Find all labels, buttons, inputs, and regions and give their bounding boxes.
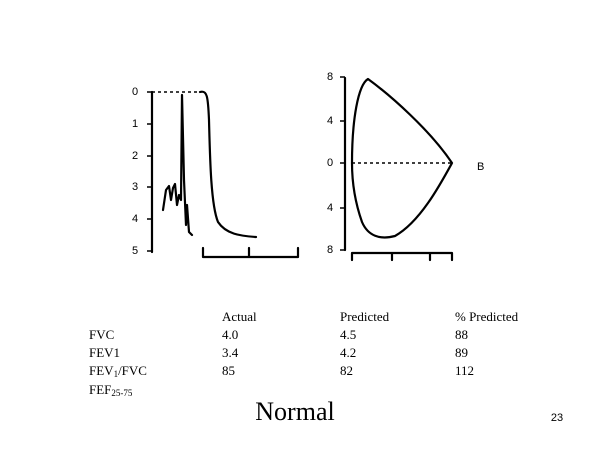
row-label-text: FEV1 — [89, 345, 120, 360]
row-label-text: FEV — [89, 363, 114, 378]
cell: 88 — [455, 327, 468, 342]
row-label-text: FEF — [89, 382, 111, 397]
column-header: Predicted — [340, 309, 390, 324]
y-tick-label: 0 — [132, 86, 138, 98]
curve — [198, 90, 258, 239]
row-label: FEF25-75 — [89, 382, 133, 398]
y-tick-label: 2 — [132, 150, 138, 162]
y-tick-label: 4 — [327, 202, 333, 214]
spirogram — [150, 90, 300, 259]
row-label: FEV1/FVC — [89, 363, 147, 379]
cell: 3.4 — [222, 345, 239, 360]
row-label: FVC — [89, 327, 114, 342]
loop-label: B — [477, 161, 484, 173]
page-number: 23 — [551, 412, 563, 424]
y-tick-label: 4 — [327, 115, 333, 127]
row-label-text: FVC — [89, 327, 114, 342]
loop — [350, 77, 454, 239]
cell: 89 — [455, 345, 468, 360]
y-tick-label: 5 — [132, 245, 138, 257]
cell: 4.5 — [340, 327, 356, 342]
row-label-subscript: 1 — [114, 369, 119, 379]
column-header: Actual — [222, 309, 257, 324]
cell: 85 — [222, 363, 235, 378]
y-tick-label: 8 — [327, 244, 333, 256]
y-tick-label: 8 — [327, 71, 333, 83]
x-axis — [201, 246, 300, 259]
y-tick-label: 4 — [132, 213, 138, 225]
curve-trace — [161, 93, 194, 237]
row-label-subscript: 25-75 — [111, 388, 132, 398]
title: Normal — [255, 397, 334, 426]
y-tick-label: 1 — [132, 118, 138, 130]
flow-volume-loop: B — [343, 76, 484, 262]
row-label-rest: /FVC — [118, 363, 147, 378]
x-axis — [350, 251, 454, 262]
cell: 4.0 — [222, 327, 238, 342]
cell: 112 — [455, 363, 474, 378]
row-label: FEV1 — [89, 345, 120, 360]
y-tick-label: 3 — [132, 181, 138, 193]
y-tick-label: 0 — [327, 157, 333, 169]
column-header: % Predicted — [455, 309, 519, 324]
cell: 4.2 — [340, 345, 356, 360]
cell: 82 — [340, 363, 353, 378]
